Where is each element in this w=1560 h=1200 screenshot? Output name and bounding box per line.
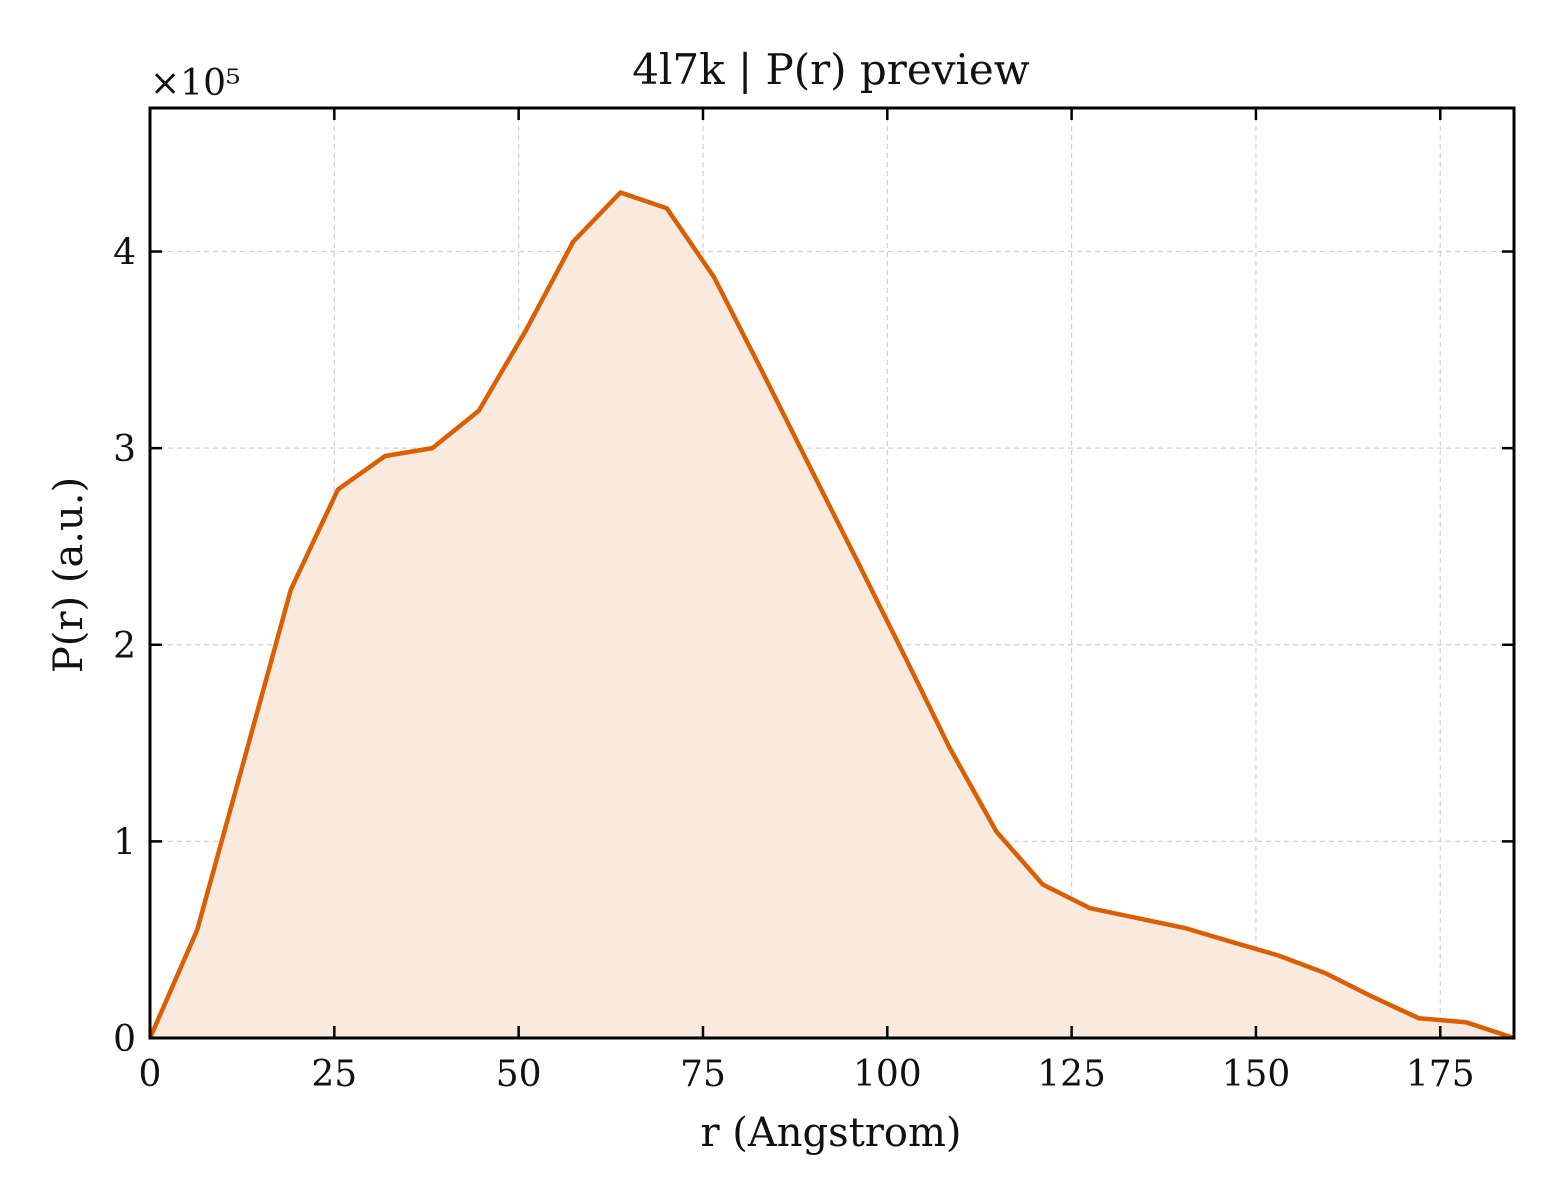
y-axis-multiplier: ×10⁵ xyxy=(150,63,240,104)
chart-title: 4l7k | P(r) preview xyxy=(632,45,1029,94)
y-tick-label: 3 xyxy=(113,429,136,470)
y-tick-label: 2 xyxy=(113,626,136,667)
x-tick-label: 50 xyxy=(496,1054,542,1095)
y-tick-label: 4 xyxy=(113,233,136,274)
y-tick-label: 1 xyxy=(113,822,136,863)
plot-frame xyxy=(148,106,1516,1040)
x-tick-label: 125 xyxy=(1037,1054,1106,1095)
x-axis-label: r (Angstrom) xyxy=(700,1110,961,1156)
x-tick-label: 175 xyxy=(1406,1054,1475,1095)
axis-tick-labels: 0 25 50 75 100 125 150 175 0 1 2 3 4 xyxy=(113,233,1475,1095)
x-tick-label: 25 xyxy=(311,1054,357,1095)
x-tick-label: 75 xyxy=(680,1054,726,1095)
pr-area-fill xyxy=(150,192,1514,1038)
y-tick-label: 0 xyxy=(113,1019,136,1060)
x-tick-label: 150 xyxy=(1222,1054,1291,1095)
x-tick-label: 100 xyxy=(853,1054,922,1095)
pr-series-line xyxy=(147,190,1515,1041)
axis-ticks xyxy=(148,108,1514,1040)
y-axis-label: P(r) (a.u.) xyxy=(46,477,92,673)
x-tick-label: 0 xyxy=(139,1054,162,1095)
